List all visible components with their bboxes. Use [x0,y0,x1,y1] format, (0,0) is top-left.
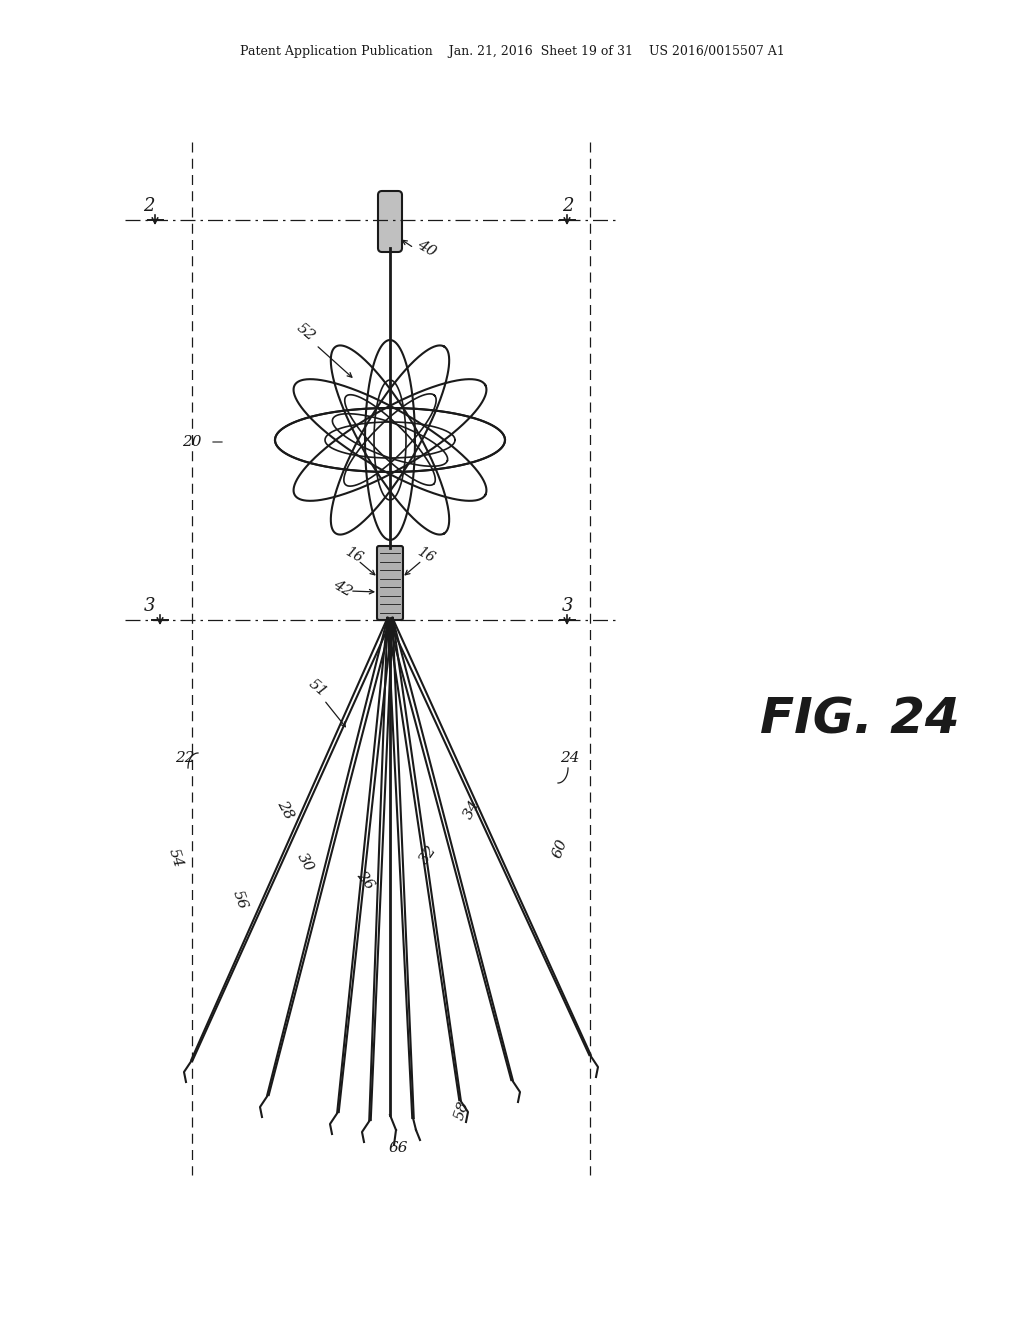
Text: 42: 42 [330,577,354,599]
Text: FIG. 24: FIG. 24 [760,696,959,744]
FancyBboxPatch shape [378,191,402,252]
Text: 32: 32 [417,843,439,867]
Text: 24: 24 [560,751,580,766]
Text: 56: 56 [230,888,250,912]
Text: 34: 34 [461,799,482,822]
Text: 16: 16 [415,545,437,565]
Text: 40: 40 [415,238,439,259]
Text: 20: 20 [182,436,202,449]
Text: 58: 58 [453,1098,472,1122]
Text: Patent Application Publication    Jan. 21, 2016  Sheet 19 of 31    US 2016/00155: Patent Application Publication Jan. 21, … [240,45,784,58]
Text: 22: 22 [175,751,195,766]
Text: 16: 16 [343,545,366,565]
Text: 52: 52 [294,321,318,343]
Text: 2: 2 [143,197,155,215]
Text: 54: 54 [165,846,184,870]
Text: 51: 51 [306,676,330,700]
FancyBboxPatch shape [377,546,403,620]
Text: 66: 66 [388,1140,408,1155]
Text: 3: 3 [144,597,156,615]
Text: 28: 28 [274,799,296,822]
Text: 3: 3 [562,597,573,615]
Text: 60: 60 [550,837,570,859]
Text: 2: 2 [562,197,573,215]
Text: 30: 30 [294,850,316,874]
Text: 26: 26 [353,869,377,892]
